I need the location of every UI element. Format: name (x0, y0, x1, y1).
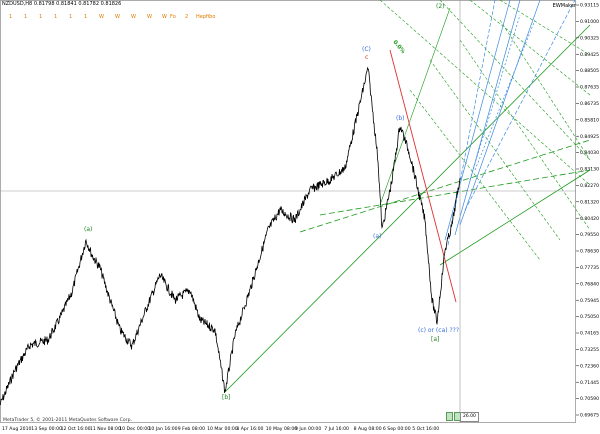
price-tick-label: 0.90325 (580, 35, 599, 41)
timeframe-11[interactable]: W (162, 14, 167, 20)
price-tick-label: 0.93115 (580, 3, 599, 9)
timeframe-7[interactable]: W (99, 14, 104, 20)
red-trend-line (389, 49, 457, 303)
timeframe-13[interactable]: 2 (185, 14, 189, 20)
time-tick-label: 10 Dec 00:00 (119, 426, 150, 432)
price-tick-label: 0.72360 (580, 363, 599, 369)
timeframe-6[interactable]: 1 (84, 14, 88, 20)
wave-label-c-top: c (365, 54, 368, 61)
price-series (0, 66, 461, 406)
green-channel (224, 0, 591, 393)
timeframe-10[interactable]: W (147, 14, 152, 20)
price-tick-label: 0.80420 (580, 216, 599, 222)
wave-label-bottom: (c) or (ca) ??? (418, 327, 459, 334)
symbol-info: NZDUSD,H8 0.81798 0.81841 0.81782 0.8182… (2, 1, 122, 7)
price-tick-label: 0.78630 (580, 249, 599, 255)
wave-label-a-bottom: [a] (431, 336, 439, 343)
price-tick-label: 0.69675 (580, 413, 599, 419)
price-tick-label: 0.85810 (580, 117, 599, 123)
time-tick-label: 6 Sep 00:00 (383, 426, 411, 432)
time-tick-label: 8 Apr 16:00 (236, 426, 263, 432)
price-tick-label: 0.79550 (580, 232, 599, 238)
time-tick-label: 10 May 08:00 (266, 426, 298, 432)
price-tick-label: 0.84030 (580, 150, 599, 156)
timeframe-14[interactable]: Hepfibo (196, 14, 216, 20)
time-tick-label: 5 Oct 16:00 (412, 426, 439, 432)
timeframe-3[interactable]: 1 (39, 14, 43, 20)
price-tick-label: 0.70590 (580, 396, 599, 402)
timeframe-8[interactable]: W (115, 14, 120, 20)
time-tick-label: 11 Nov 08:00 (90, 426, 121, 432)
wave-label-a-left: (a) (84, 226, 92, 233)
wave-label-top-right: (2) (436, 3, 445, 10)
wave-label-b-mid: (b) (396, 115, 405, 122)
price-tick-label: 0.75945 (580, 298, 599, 304)
time-tick-label: 8 Aug 08:00 (354, 426, 382, 432)
wave-label-b-bottom: [b] (222, 394, 231, 401)
price-tick-label: 0.91000 (580, 19, 599, 25)
timeframe-1[interactable]: 1 (9, 14, 13, 20)
price-tick-label: 0.86735 (580, 101, 599, 107)
price-tick-label: 0.75050 (580, 314, 599, 320)
time-tick-label: 10 Jan 16:00 (149, 426, 178, 432)
price-tick-label: 0.89425 (580, 52, 599, 58)
price-tick-label: 0.81320 (580, 199, 599, 205)
timeframe-5[interactable]: 1 (69, 14, 73, 20)
price-tick-label: 0.87635 (580, 85, 599, 91)
time-tick-label: 12 Oct 16:00 (61, 426, 91, 432)
price-box: 26.00 (460, 412, 479, 422)
price-tick-label: 0.84925 (580, 134, 599, 140)
price-tick-label: 0.82270 (580, 183, 599, 189)
chart-frame (0, 0, 576, 423)
time-tick-label: 13 Sep 00:00 (31, 426, 62, 432)
time-tick-label: 9 Jun 00:00 (295, 426, 321, 432)
copyright-text: MetaTrader 5, © 2001-2011 MetaQuotes Sof… (3, 418, 132, 423)
price-axis: 0.93115 0.91000 0.90325 0.89425 0.88505 0.876… (576, 3, 599, 419)
time-tick-label: 10 Mar 00:00 (207, 426, 238, 432)
time-tick-label: 7 Jul 16:00 (324, 426, 349, 432)
price-tick-label: 0.88505 (580, 68, 599, 74)
price-tick-label: 0.77735 (580, 265, 599, 271)
mini-button-1[interactable] (446, 412, 453, 421)
price-tick-label: 0.71445 (580, 380, 599, 386)
wave-label-a-mid: (a) (373, 233, 381, 240)
price-tick-label: 0.74165 (580, 331, 599, 337)
timeframe-12[interactable]: Fo (170, 14, 176, 20)
price-tick-label: 0.73255 (580, 347, 599, 353)
timeframe-9[interactable]: W (131, 14, 136, 20)
time-tick-label: 17 Aug 2010 (2, 426, 32, 432)
price-tick-label: 0.76840 (580, 281, 599, 287)
time-tick-label: 9 Feb 08:00 (178, 426, 205, 432)
wave-label-C-top: (C) (362, 46, 371, 53)
timeframe-2[interactable]: 1 (24, 14, 28, 20)
timeframe-4[interactable]: 1 (54, 14, 58, 20)
indicator-name: EWMaker (552, 3, 576, 9)
price-tick-label: 0.83130 (580, 167, 599, 173)
